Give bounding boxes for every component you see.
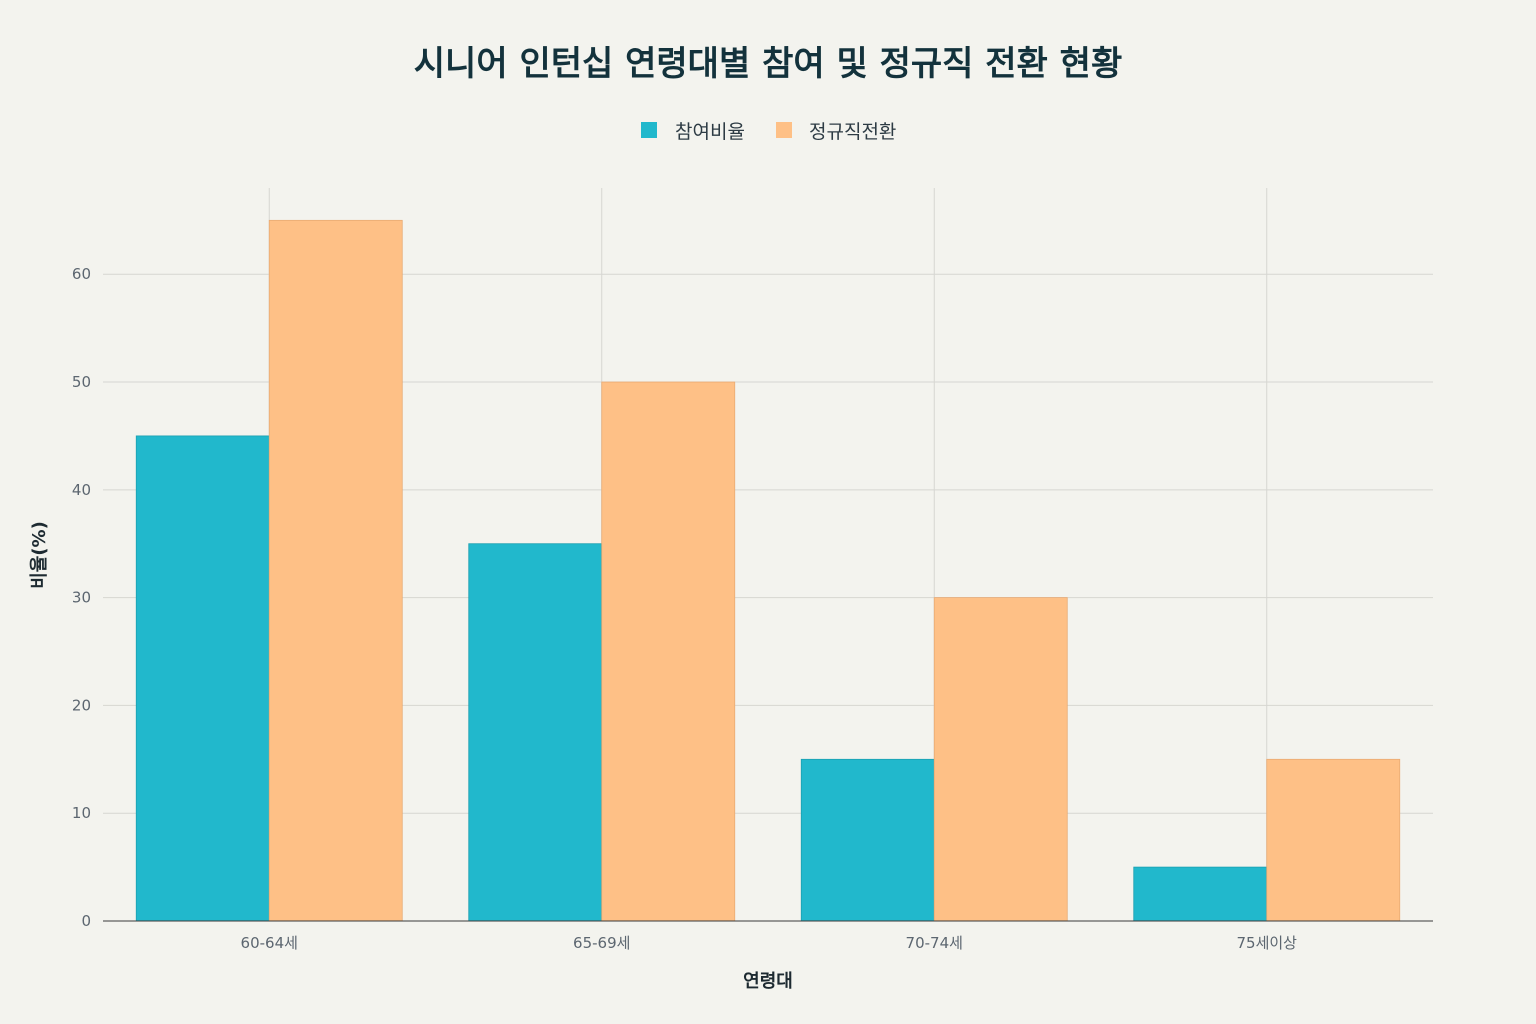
legend-label-conversion: 정규직전환 bbox=[809, 121, 896, 143]
x-tick-labels: 60-64세 65-69세 70-74세 75세이상 bbox=[241, 934, 1298, 952]
legend-swatch-conversion bbox=[776, 122, 792, 138]
x-tick-label: 65-69세 bbox=[573, 934, 630, 952]
y-tick-label: 10 bbox=[72, 804, 91, 822]
x-tick-label: 70-74세 bbox=[906, 934, 963, 952]
y-tick-label: 30 bbox=[72, 589, 91, 607]
x-tick-label: 75세이상 bbox=[1237, 934, 1298, 952]
bar-conversion-0 bbox=[268, 219, 403, 922]
bar-conversion-2 bbox=[933, 597, 1068, 922]
x-tick-label: 60-64세 bbox=[241, 934, 298, 952]
y-tick-label: 40 bbox=[72, 481, 91, 499]
y-axis-label: 비율(%) bbox=[29, 521, 50, 589]
bar-conversion-3 bbox=[1266, 758, 1401, 922]
bars bbox=[135, 219, 1401, 922]
y-tick-label: 60 bbox=[72, 265, 91, 283]
legend-swatch-participation bbox=[641, 122, 657, 138]
bar-conversion-1 bbox=[601, 381, 736, 922]
chart-title: 시니어 인턴십 연령대별 참여 및 정규직 전환 현황 bbox=[414, 44, 1122, 84]
y-tick-label: 20 bbox=[72, 696, 91, 714]
bar-participation-3 bbox=[1133, 866, 1268, 922]
y-tick-label: 0 bbox=[81, 912, 91, 930]
bar-participation-1 bbox=[468, 543, 603, 922]
y-tick-labels: 0 10 20 30 40 50 60 bbox=[72, 265, 91, 930]
bar-participation-2 bbox=[800, 758, 935, 922]
y-tick-label: 50 bbox=[72, 373, 91, 391]
x-axis-label: 연령대 bbox=[743, 971, 793, 992]
bar-participation-0 bbox=[135, 435, 270, 922]
legend-label-participation: 참여비율 bbox=[675, 121, 745, 143]
legend: 참여비율 정규직전환 bbox=[641, 121, 896, 143]
